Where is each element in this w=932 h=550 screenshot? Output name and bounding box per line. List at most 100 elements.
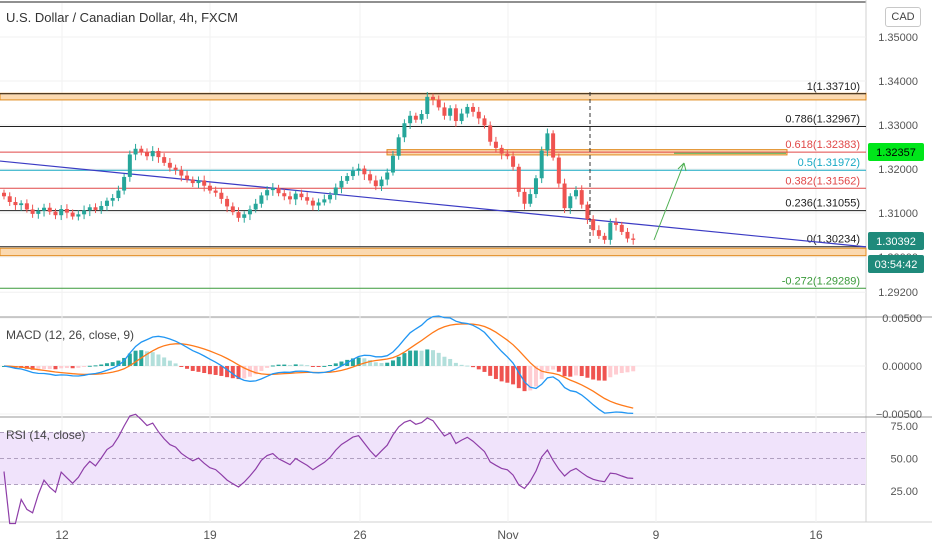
- macd-histogram-bar: [333, 363, 338, 366]
- macd-histogram-bar: [64, 366, 69, 369]
- candle-body: [511, 156, 516, 167]
- macd-histogram-bar: [431, 350, 435, 366]
- macd-histogram-bar: [562, 366, 567, 377]
- candle-body: [614, 222, 619, 225]
- candle-body: [379, 179, 384, 187]
- target-price-badge-bg: [868, 143, 924, 161]
- candle-body: [459, 113, 464, 122]
- candle-body: [419, 114, 424, 120]
- macd-histogram-bar: [225, 366, 230, 378]
- macd-histogram-bar: [362, 358, 367, 366]
- candle-body: [7, 196, 12, 202]
- candle-body: [390, 155, 395, 173]
- candle-body: [207, 185, 212, 191]
- candle-body: [305, 197, 310, 201]
- macd-histogram-bar: [207, 366, 212, 375]
- candle-body: [64, 209, 69, 213]
- macd-histogram-bar: [127, 353, 132, 366]
- macd-histogram-bar: [614, 366, 619, 375]
- candle-body: [482, 118, 487, 126]
- candle-body: [619, 224, 624, 232]
- macd-histogram-bar: [265, 366, 270, 368]
- currency-button[interactable]: CAD: [885, 7, 921, 27]
- macd-histogram-bar: [122, 357, 127, 366]
- candle-body: [602, 235, 607, 240]
- current-price-badge: 1.30392: [876, 236, 916, 248]
- candle-body: [431, 96, 435, 100]
- candle-body: [528, 194, 533, 204]
- macd-histogram-bar: [202, 366, 207, 374]
- macd-histogram-bar: [619, 366, 624, 374]
- candle-body: [322, 199, 327, 203]
- candle-body: [139, 148, 144, 153]
- candle-body: [13, 202, 18, 206]
- macd-histogram-bar: [579, 366, 584, 377]
- candle-body: [562, 183, 567, 209]
- annotations[interactable]: [0, 92, 867, 248]
- macd-histogram-bar: [162, 357, 167, 366]
- macd-histogram-bar: [322, 365, 327, 367]
- macd-histogram-bar: [190, 366, 195, 371]
- candle-body: [230, 206, 235, 213]
- price-tick: 1.29200: [878, 287, 918, 299]
- chart-title: U.S. Dollar / Canadian Dollar, 4h, FXCM: [6, 10, 238, 25]
- fib-label: 0.786(1.32967): [785, 113, 860, 125]
- time-axis[interactable]: 12 19 26 Nov 9 16: [55, 528, 823, 542]
- rsi-label: RSI (14, close): [6, 428, 85, 442]
- macd-histogram-bar: [59, 366, 64, 369]
- macd-histogram-bar: [339, 361, 344, 366]
- candle-body: [24, 203, 29, 210]
- macd-indicator[interactable]: [0, 315, 866, 415]
- price-tick: 1.34000: [878, 76, 918, 88]
- candle-body: [202, 180, 207, 186]
- target-price-badge: 1.32357: [876, 147, 916, 159]
- candle-body: [93, 207, 98, 210]
- arrow-head: [677, 162, 687, 172]
- rsi-indicator[interactable]: [0, 413, 866, 525]
- macd-histogram-bar: [482, 366, 487, 372]
- candle-body: [59, 209, 64, 216]
- frames: [0, 0, 932, 523]
- macd-histogram-bar: [402, 353, 407, 366]
- macd-histogram-bar: [259, 366, 264, 371]
- macd-histogram-bar: [511, 366, 516, 385]
- candle-body: [488, 125, 493, 142]
- candle-body: [448, 108, 453, 116]
- macd-histogram-bar: [167, 360, 172, 366]
- candle-body: [99, 205, 104, 210]
- rsi-tick: 25.00: [890, 486, 918, 498]
- candle-body: [242, 214, 247, 218]
- candle-body: [328, 194, 333, 200]
- macd-line: [3, 315, 634, 415]
- macd-label: MACD (12, 26, close, 9): [6, 328, 134, 342]
- macd-histogram-bar: [93, 365, 98, 367]
- price-axis[interactable]: 1.350001.340001.330001.320001.310001.300…: [868, 32, 924, 498]
- candle-body: [471, 106, 476, 112]
- macd-histogram-bar: [110, 362, 115, 366]
- macd-histogram-bar: [453, 362, 458, 366]
- macd-histogram-bar: [305, 365, 310, 367]
- macd-histogram-bar: [516, 366, 521, 389]
- trendline: [0, 160, 867, 248]
- candle-body: [522, 191, 527, 204]
- candle-body: [402, 123, 407, 138]
- candle-body: [87, 207, 92, 211]
- macd-histogram-bar: [471, 366, 476, 368]
- candle-body: [219, 192, 224, 199]
- macd-histogram-bar: [545, 366, 550, 372]
- macd-histogram-bar: [419, 350, 424, 366]
- candle-body: [133, 148, 138, 155]
- macd-histogram-bar: [30, 366, 35, 370]
- candle-body: [247, 209, 252, 215]
- fib-label: 0.618(1.32383): [785, 139, 860, 151]
- macd-histogram-bar: [196, 366, 201, 372]
- candle-body: [579, 190, 584, 205]
- candle-body: [122, 176, 127, 191]
- macd-tick: 0.00500: [882, 313, 922, 325]
- candle-body: [127, 154, 132, 177]
- candlestick-series: [2, 92, 636, 245]
- macd-tick: −0.00500: [876, 409, 922, 421]
- candle-body: [145, 152, 149, 157]
- macd-histogram-bar: [522, 366, 527, 392]
